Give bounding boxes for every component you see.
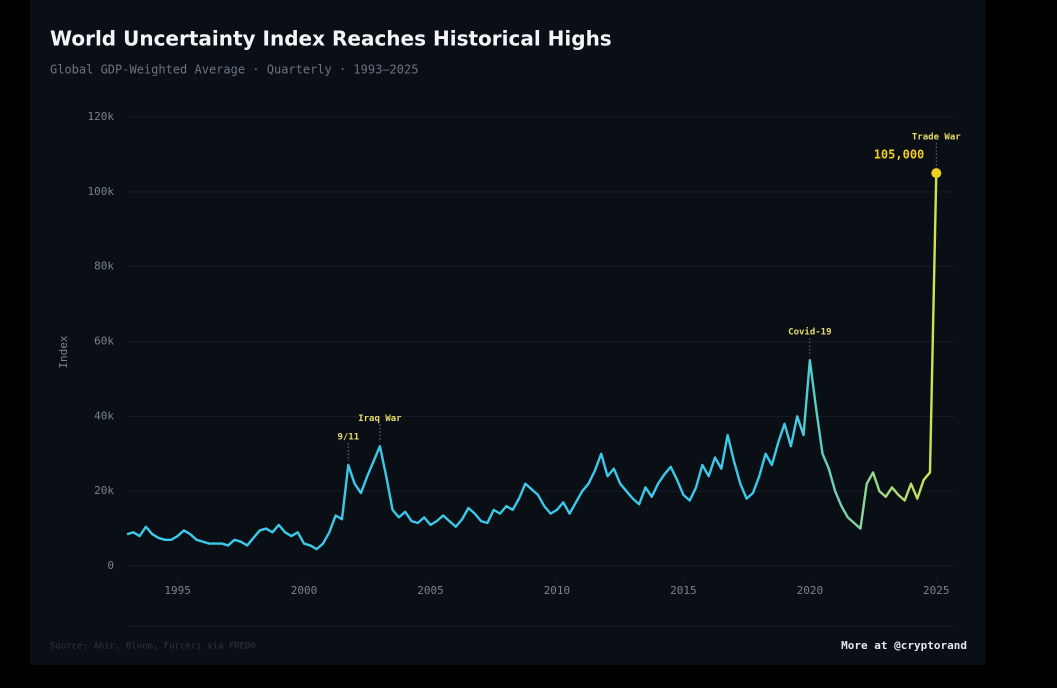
x-tick-label: 2025 (923, 584, 950, 597)
y-tick-label: 80k (94, 260, 114, 273)
y-tick-label: 40k (94, 409, 114, 422)
y-tick-label: 100k (88, 185, 115, 198)
peak-marker (931, 168, 942, 179)
y-tick-label: 120k (88, 110, 115, 123)
x-tick-label: 2005 (417, 584, 444, 597)
annotation-value: 105,000 (874, 148, 925, 162)
x-tick-label: 2015 (670, 584, 697, 597)
chart-title: World Uncertainty Index Reaches Historic… (50, 27, 612, 51)
y-tick-label: 0 (107, 559, 114, 572)
source: Source: Ahir, Bloom, Furceri via FRED® (50, 642, 256, 652)
annotation-label: 9/11 (337, 432, 359, 442)
x-tick-label: 2000 (291, 584, 318, 597)
chart-subtitle: Global GDP-Weighted Average · Quarterly … (50, 63, 418, 77)
x-tick-label: 2010 (544, 584, 571, 597)
y-axis-label: Index (57, 335, 70, 368)
x-tick-label: 1995 (164, 584, 191, 597)
annotation-label: Iraq War (358, 414, 402, 424)
data-line (126, 173, 938, 551)
annotation-label: Covid-19 (788, 327, 831, 338)
credit: More at @cryptorand (841, 639, 967, 652)
panel (30, 0, 985, 665)
y-tick-label: 20k (94, 484, 114, 497)
annotation-label: Trade War (912, 133, 961, 143)
x-tick-label: 2020 (797, 584, 824, 597)
y-tick-label: 60k (94, 335, 114, 348)
